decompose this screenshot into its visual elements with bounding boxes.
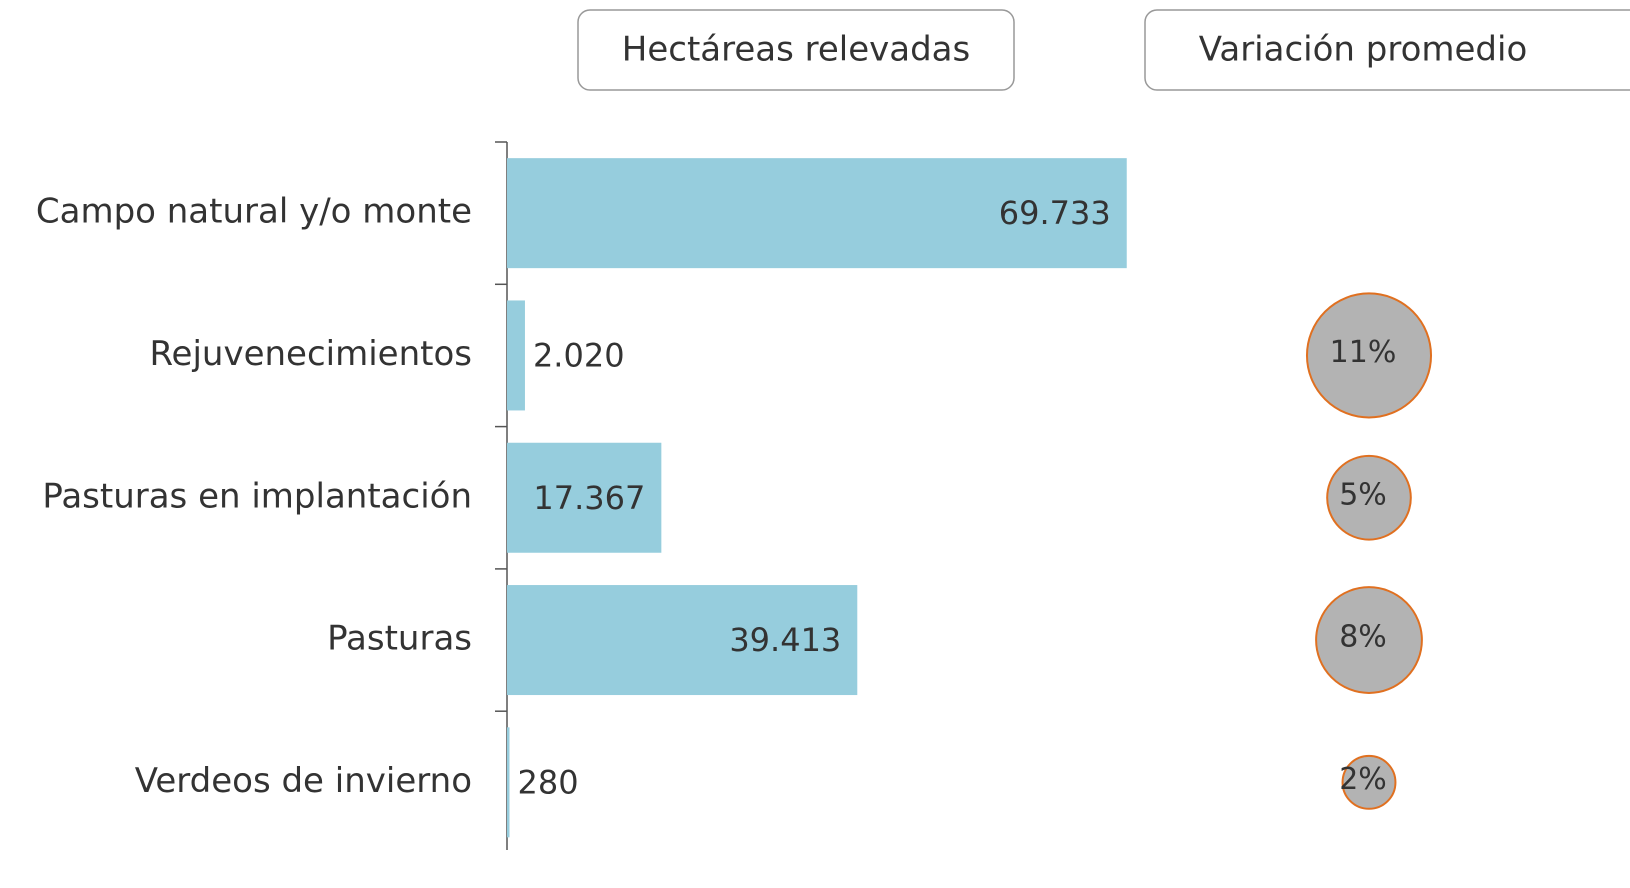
bubble [1341, 754, 1397, 810]
bubble-label: 2% [1339, 762, 1387, 797]
value-label: 69.733 [999, 194, 1111, 232]
value-label: 17.367 [533, 479, 645, 517]
category-label: Campo natural y/o monte [36, 192, 472, 232]
bubble [1326, 454, 1412, 541]
value-label: 39.413 [729, 621, 841, 659]
bubble [1305, 292, 1433, 419]
value-label: 280 [517, 763, 578, 801]
header-box [577, 9, 1015, 91]
category-label: Pasturas en implantación [42, 476, 472, 516]
series-header: Variación promedio [1199, 30, 1528, 70]
bubble-label: 5% [1339, 477, 1387, 512]
bubble-label: 11% [1330, 335, 1397, 370]
bar [507, 585, 858, 696]
bubble-label: 8% [1339, 620, 1387, 655]
category-label: Rejuvenecimientos [149, 334, 472, 374]
bubble [1315, 586, 1423, 694]
category-label: Pasturas [327, 619, 472, 659]
value-label: 2.020 [533, 336, 625, 374]
header-box [1144, 9, 1630, 91]
bar [507, 300, 525, 411]
bar [507, 727, 510, 838]
series-header: Hectáreas relevadas [622, 30, 970, 70]
bar [507, 158, 1127, 269]
bar [507, 442, 662, 553]
category-label: Verdeos de invierno [135, 761, 472, 801]
